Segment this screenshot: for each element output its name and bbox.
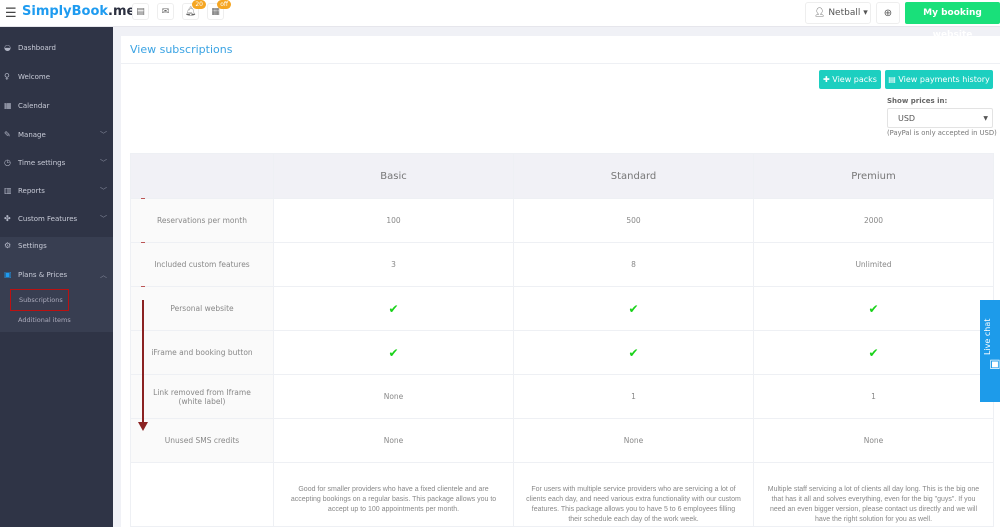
feature-value: Unlimited: [753, 242, 994, 287]
sidebar-item-settings[interactable]: ⚙ Settings: [0, 236, 113, 256]
calendar-icon: ▦: [4, 101, 12, 110]
annotation-arrow: [142, 300, 144, 425]
feature-label: Personal website: [130, 286, 274, 331]
clock-icon: ◷: [4, 158, 11, 167]
sidebar-item-dashboard[interactable]: ◒ Dashboard: [0, 38, 113, 58]
table-row: Link removed from Iframe (white label) No…: [130, 374, 994, 419]
chevron-down-icon[interactable]: ﹀: [100, 187, 107, 195]
puzzle-icon: ✤: [4, 214, 11, 223]
feature-value: 100: [273, 198, 514, 243]
bar-chart-icon: ▥: [4, 186, 12, 195]
page-title: View subscriptions: [130, 43, 233, 56]
annotation-dash: [141, 242, 145, 243]
sidebar-item-additional-items[interactable]: Additional items: [18, 316, 71, 324]
sidebar-item-time-settings[interactable]: ◷ Time settings ﹀: [0, 153, 113, 173]
my-booking-website-button[interactable]: My booking website: [905, 2, 1000, 40]
feature-value: ✔: [753, 286, 994, 331]
divider: [121, 63, 1000, 64]
check-icon: ✔: [868, 345, 879, 360]
feature-value: 8: [513, 242, 754, 287]
sidebar-item-calendar[interactable]: ▦ Calendar: [0, 96, 113, 116]
table-row: Personal website ✔ ✔ ✔: [130, 286, 994, 331]
feature-label: Reservations per month: [130, 198, 274, 243]
feature-value: ✔: [273, 286, 514, 331]
money-icon: ▣: [4, 270, 12, 279]
plan-description: Multiple staff servicing a lot of client…: [753, 462, 994, 527]
gears-icon: ⚙: [4, 241, 12, 250]
chevron-down-icon[interactable]: ﹀: [100, 131, 107, 139]
user-icon: 👤︎: [814, 8, 826, 18]
list-icon[interactable]: ▤: [132, 3, 149, 20]
plan-description: For users with multiple service provider…: [513, 462, 754, 527]
annotation-dash: [141, 198, 145, 199]
chevron-up-icon[interactable]: ︿: [100, 271, 107, 279]
sidebar-item-reports[interactable]: ▥ Reports ﹀: [0, 181, 113, 201]
feature-label: iFrame and booking button: [130, 330, 274, 375]
table-row: Unused SMS credits None None None: [130, 418, 994, 463]
dashboard-icon: ◒: [4, 43, 11, 52]
feature-value: ✔: [513, 330, 754, 375]
plan-description: Good for smaller providers who have a fi…: [273, 462, 514, 527]
feature-value: 1: [513, 374, 754, 419]
plan-header: Standard: [513, 153, 754, 199]
check-icon: ✔: [628, 301, 639, 316]
caret-down-icon: ▼: [983, 115, 988, 122]
menu-icon[interactable]: ☰: [5, 6, 17, 21]
bell-icon[interactable]: 🔔︎ 20: [182, 0, 206, 20]
chevron-down-icon[interactable]: ﹀: [100, 215, 107, 223]
sidebar-item-plans-prices[interactable]: ▣ Plans & Prices ︿: [0, 265, 113, 285]
feature-value: None: [753, 418, 994, 463]
table-row: iFrame and booking button ✔ ✔ ✔: [130, 330, 994, 375]
feature-value: None: [513, 418, 754, 463]
sidebar-item-custom-features[interactable]: ✤ Custom Features ﹀: [0, 209, 113, 229]
plans-table: Basic Standard Premium Reservations per mo…: [130, 153, 994, 527]
live-chat-button[interactable]: Live chat ▣: [980, 300, 1000, 402]
feature-value: 2000: [753, 198, 994, 243]
description-row: Good for smaller providers who have a fi…: [130, 462, 994, 527]
chevron-down-icon[interactable]: ﹀: [100, 159, 107, 167]
notification-badge: 20: [192, 0, 206, 9]
feature-value: 500: [513, 198, 754, 243]
feature-value: None: [273, 418, 514, 463]
feature-label: Link removed from Iframe (white label): [130, 374, 274, 419]
feature-label: Included custom features: [130, 242, 274, 287]
annotation-dash: [141, 286, 145, 287]
plan-header: Basic: [273, 153, 514, 199]
currency-select[interactable]: USD ▼: [887, 108, 993, 128]
sidebar-item-subscriptions[interactable]: Subscriptions: [10, 289, 69, 311]
chat-icon: ▣: [987, 358, 1000, 370]
plans-section: [0, 237, 113, 332]
feature-label: Unused SMS credits: [130, 418, 274, 463]
paypal-note: (PayPal is only accepted in USD): [887, 129, 997, 137]
view-packs-button[interactable]: ✚ View packs: [819, 70, 881, 89]
promo-badge: off: [217, 0, 231, 9]
plan-header: Premium: [753, 153, 994, 199]
feature-value: ✔: [753, 330, 994, 375]
help-icon[interactable]: ⊕: [876, 2, 900, 24]
check-icon: ✔: [628, 345, 639, 360]
pencil-icon: ✎: [4, 130, 11, 139]
show-prices-label: Show prices in:: [887, 97, 948, 105]
feature-value: None: [273, 374, 514, 419]
mail-icon[interactable]: ✉: [157, 3, 174, 20]
sidebar-item-welcome[interactable]: ♀ Welcome: [0, 67, 113, 87]
sidebar-item-manage[interactable]: ✎ Manage ﹀: [0, 125, 113, 145]
check-icon: ✔: [868, 301, 879, 316]
feature-value: ✔: [273, 330, 514, 375]
feature-value: ✔: [513, 286, 754, 331]
table-row: Included custom features 3 8 Unlimited: [130, 242, 994, 287]
check-icon: ✔: [388, 301, 399, 316]
view-payments-history-button[interactable]: ▤ View payments history: [885, 70, 993, 89]
lightbulb-icon: ♀: [4, 72, 10, 81]
logo[interactable]: SimplyBook.me: [22, 4, 136, 19]
user-dropdown[interactable]: 👤︎ Netball ▾: [805, 2, 871, 24]
table-row: Reservations per month 100 500 2000: [130, 198, 994, 243]
feature-value: 1: [753, 374, 994, 419]
feature-value: 3: [273, 242, 514, 287]
gift-icon[interactable]: ▦ off: [207, 0, 231, 20]
annotation-arrow-head: [138, 422, 148, 431]
main-card: View subscriptions ✚ View packs ▤ View p…: [121, 36, 1000, 527]
check-icon: ✔: [388, 345, 399, 360]
top-bar: ☰ SimplyBook.me ▤ ✉ 🔔︎ 20 ▦ off 👤︎ Netball…: [0, 0, 1000, 40]
